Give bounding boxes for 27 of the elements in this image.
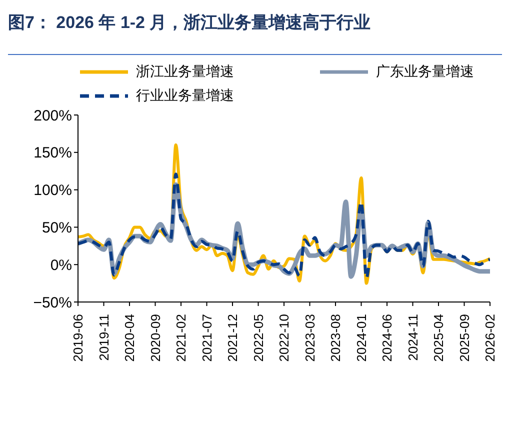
y-tick-label: 50% [42, 220, 72, 237]
x-tick-label: 2020-04 [122, 314, 137, 362]
x-tick-label: 2024-01 [354, 314, 369, 362]
x-tick-label: 2024-11 [405, 314, 420, 361]
x-tick-label: 2023-03 [302, 314, 318, 362]
y-tick-label: 150% [34, 144, 72, 162]
x-tick-label: 2019-11 [96, 314, 112, 361]
y-tick-label: 200% [34, 107, 72, 124]
x-tick-label: 2024-06 [380, 314, 394, 362]
x-tick-label: 2022-05 [250, 314, 266, 362]
y-tick-label: 100% [34, 182, 72, 200]
x-tick-label: 2020-09 [148, 314, 163, 362]
legend-label: 行业业务量增速 [136, 87, 234, 105]
legend-label: 浙江业务量增速 [136, 63, 234, 81]
legend-label: 广东业务量增速 [376, 63, 474, 81]
x-tick-label: 2019-06 [70, 314, 86, 362]
x-tick-label: 2023-08 [328, 314, 343, 362]
x-tick-label: 2025-09 [456, 314, 472, 362]
x-tick-label: 2022-10 [276, 314, 292, 362]
y-tick-label: 0% [50, 256, 72, 274]
x-tick-label: 2021-02 [174, 314, 188, 362]
x-tick-label: 2021-07 [199, 314, 214, 362]
x-tick-label: 2021-12 [225, 314, 240, 362]
chart-title: 图7： 2026 年 1-2 月，浙江业务量增速高于行业 [8, 12, 372, 34]
x-tick-label: 2025-04 [431, 314, 446, 362]
x-tick-label: 2026-02 [482, 314, 498, 362]
y-tick-label: −50% [33, 294, 72, 312]
